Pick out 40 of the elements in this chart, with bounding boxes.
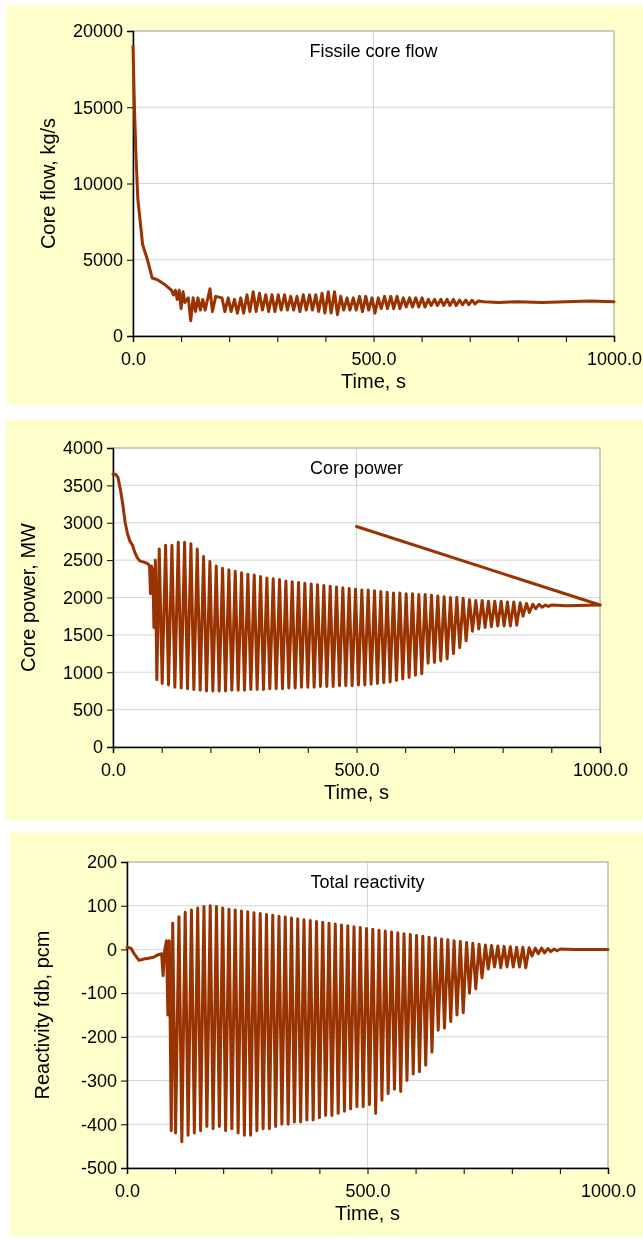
y-tick-label: 2500	[62, 550, 103, 571]
x-tick-label: 500.0	[345, 1180, 391, 1201]
y-tick-label: 15000	[72, 97, 123, 118]
y-axis-title: Reactivity fdb, pcm	[31, 930, 53, 1100]
y-tick-label: -100	[80, 983, 117, 1004]
y-tick-label: 5000	[82, 250, 123, 271]
x-tick-label: 0.0	[120, 348, 147, 369]
y-axis-title: Core power, MW	[17, 522, 39, 672]
y-tick-label: 2000	[62, 587, 103, 608]
y-tick-label: 0	[92, 737, 103, 758]
y-tick-label: 200	[86, 852, 117, 873]
y-tick-label: -200	[80, 1027, 117, 1048]
y-tick-label: 100	[86, 895, 117, 916]
x-tick-label: 0.0	[114, 1180, 141, 1201]
y-tick-label: 0	[106, 939, 117, 960]
x-tick-label: 500.0	[351, 348, 397, 369]
y-tick-label: -500	[80, 1158, 117, 1179]
y-tick-label: 3500	[62, 475, 103, 496]
x-tick-label: 1000.0	[572, 759, 629, 780]
text: Fissile core flow	[309, 41, 439, 61]
y-axis-title: Core flow, kg/s	[37, 117, 59, 250]
y-tick-label: 500	[72, 699, 103, 720]
x-tick-label: 1000.0	[586, 348, 643, 369]
text: Core power	[309, 458, 404, 478]
x-axis-title: Time, s	[341, 370, 406, 392]
y-tick-label: 4000	[62, 438, 103, 459]
x-axis-title: Time, s	[335, 1202, 400, 1224]
y-tick-label: 20000	[72, 21, 123, 42]
x-tick-label: 500.0	[334, 759, 380, 780]
y-tick-label: 1000	[62, 662, 103, 683]
y-tick-label: 1500	[62, 625, 103, 646]
y-tick-label: -300	[80, 1070, 117, 1091]
y-tick-label: 3000	[62, 513, 103, 534]
y-tick-label: 10000	[72, 173, 123, 194]
text: Total reactivity	[310, 872, 425, 892]
x-axis-title: Time, s	[324, 781, 389, 803]
y-tick-label: 0	[112, 326, 123, 347]
x-tick-label: 0.0	[100, 759, 127, 780]
x-tick-label: 1000.0	[580, 1180, 637, 1201]
y-tick-label: -400	[80, 1114, 117, 1135]
